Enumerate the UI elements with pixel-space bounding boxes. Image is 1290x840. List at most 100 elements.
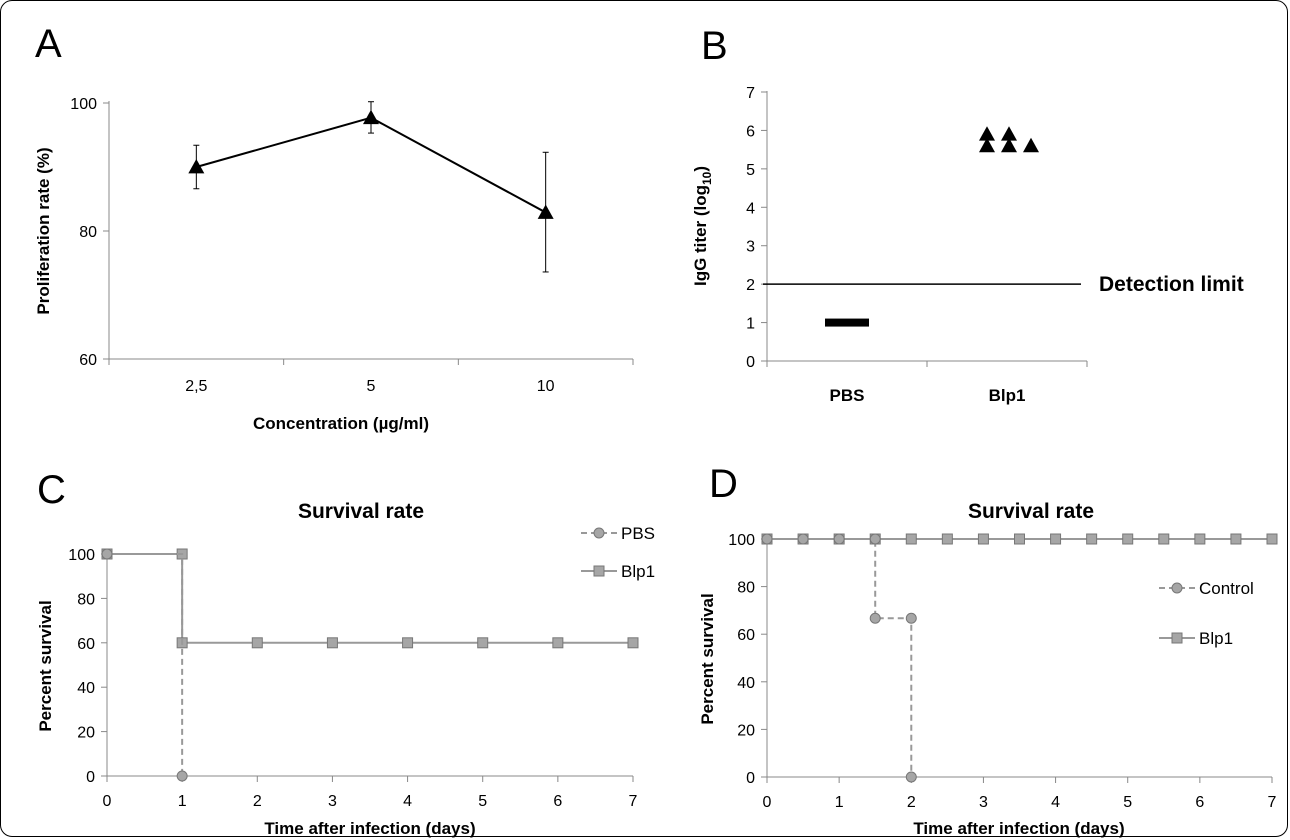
chart-b-ytick-label: 5: [746, 162, 755, 179]
chart-c-xtick-label: 4: [403, 793, 412, 810]
chart-c-legend-label: Blp1: [621, 562, 655, 581]
chart-a-ytick-label: 60: [79, 352, 97, 369]
chart-c-legend-label: PBS: [621, 524, 655, 543]
chart-c-xtick-label: 6: [553, 793, 562, 810]
chart-a-ytick-label: 80: [79, 224, 97, 241]
chart-d-ytick-label: 0: [746, 770, 755, 787]
chart-c-legend-marker: [593, 565, 605, 577]
chart-a-point: [363, 109, 379, 125]
chart-a-point: [188, 159, 205, 174]
chart-d-ytick-label: 20: [737, 722, 755, 739]
chart-c-xtick-label: 1: [178, 793, 187, 810]
chart-d-xtick-label: 5: [1123, 794, 1132, 811]
chart-b-category-label: Blp1: [989, 386, 1026, 405]
chart-b-blp1-point: [1001, 126, 1017, 141]
chart-d-point: [869, 612, 881, 624]
chart-c-xtick-label: 2: [253, 793, 262, 810]
chart-d-ytick-label: 40: [737, 675, 755, 692]
chart-d-point: [1158, 533, 1170, 545]
chart-d-ytick-label: 80: [737, 580, 755, 597]
chart-b-ytick-label: 2: [746, 277, 755, 294]
chart-d-legend-label: Control: [1199, 579, 1254, 598]
chart-c-ytick-label: 0: [86, 769, 95, 786]
chart-b-category-label: PBS: [830, 386, 865, 405]
chart-d-point: [833, 533, 845, 545]
chart-c-title: Survival rate: [298, 500, 424, 523]
chart-d-y-label: Percent survival: [698, 593, 717, 724]
panel-letter-c: C: [37, 468, 66, 512]
chart-d-title: Survival rate: [968, 500, 1094, 523]
chart-a-point: [537, 204, 554, 219]
chart-d-point: [1122, 533, 1134, 545]
chart-d-point: [977, 533, 989, 545]
chart-d-point: [941, 533, 953, 545]
chart-b-blp1-point: [979, 126, 995, 141]
chart-c-xtick-label: 3: [328, 793, 337, 810]
chart-c-point: [326, 637, 338, 649]
chart-d-point: [1266, 533, 1278, 545]
chart-d-x-label: Time after infection (days): [913, 819, 1124, 838]
chart-d-ytick-label: 100: [728, 532, 755, 549]
chart-d-point: [905, 612, 917, 624]
chart-c-y-label: Percent survival: [36, 600, 55, 731]
chart-b-ytick-label: 1: [746, 316, 755, 333]
chart-b-ytick-label: 3: [746, 239, 755, 256]
chart-d-xtick-label: 0: [763, 794, 772, 811]
chart-b-ytick-label: 6: [746, 123, 755, 140]
chart-b-blp1-point: [1023, 137, 1039, 153]
chart-a-ytick-label: 100: [70, 96, 97, 113]
panel-letter-a: A: [35, 22, 62, 66]
chart-c-xtick-label: 0: [103, 793, 112, 810]
chart-c-ytick-label: 60: [77, 636, 95, 653]
chart-c-legend-marker: [593, 527, 605, 539]
chart-a-xtick-label: 10: [537, 378, 555, 395]
chart-d-point: [761, 533, 773, 545]
chart-d-point: [797, 533, 809, 545]
chart-c-ytick-label: 40: [77, 680, 95, 697]
chart-d-ytick-label: 60: [737, 627, 755, 644]
chart-d-legend-label: Blp1: [1199, 629, 1233, 648]
chart-d-xtick-label: 1: [835, 794, 844, 811]
chart-b: IgG titer (log10) Detection limit 0 1 2 3 4 5…: [691, 85, 1244, 405]
chart-a-xtick-label: 5: [367, 378, 376, 395]
chart-a-x-label: Concentration (µg/ml): [253, 414, 429, 433]
chart-d-point: [1230, 533, 1242, 545]
chart-b-ytick-label: 7: [746, 85, 755, 102]
chart-d-xtick-label: 6: [1195, 794, 1204, 811]
chart-c-point: [402, 637, 414, 649]
chart-c-xtick-label: 7: [629, 793, 638, 810]
chart-d-legend-marker: [1171, 632, 1183, 644]
chart-c-xtick-label: 5: [478, 793, 487, 810]
chart-a-y-label: Proliferation rate (%): [34, 147, 53, 314]
chart-b-blp1-point: [979, 137, 995, 153]
chart-b-y-label: IgG titer (log10): [691, 166, 714, 286]
chart-c-point: [477, 637, 489, 649]
chart-a-xtick-label: 2,5: [185, 378, 207, 395]
chart-d-point: [905, 771, 917, 783]
chart-d-point: [1014, 533, 1025, 545]
chart-c-series-line: [107, 553, 633, 644]
panel-letter-b: B: [701, 24, 728, 68]
chart-c-point: [251, 637, 263, 649]
chart-d-point: [1194, 533, 1206, 545]
chart-d-xtick-label: 3: [979, 794, 988, 811]
chart-d-series-line: [767, 538, 913, 777]
chart-c-ytick-label: 80: [77, 591, 95, 608]
chart-d-xtick-label: 7: [1268, 794, 1277, 811]
chart-b-ytick-label: 0: [746, 354, 755, 371]
chart-d-point: [869, 533, 881, 545]
chart-c-series-line: [107, 553, 184, 776]
chart-d-point: [905, 533, 917, 545]
chart-c-point: [552, 637, 564, 649]
chart-c-x-label: Time after infection (days): [264, 819, 475, 838]
chart-b-blp1-point: [1001, 137, 1017, 153]
chart-c-point: [627, 637, 639, 649]
chart-c-point: [176, 770, 188, 782]
chart-c-point: [101, 548, 113, 560]
chart-b-ytick-label: 4: [746, 200, 755, 217]
chart-d-xtick-label: 4: [1051, 794, 1060, 811]
chart-d-point: [1086, 533, 1098, 545]
chart-d-xtick-label: 2: [907, 794, 916, 811]
